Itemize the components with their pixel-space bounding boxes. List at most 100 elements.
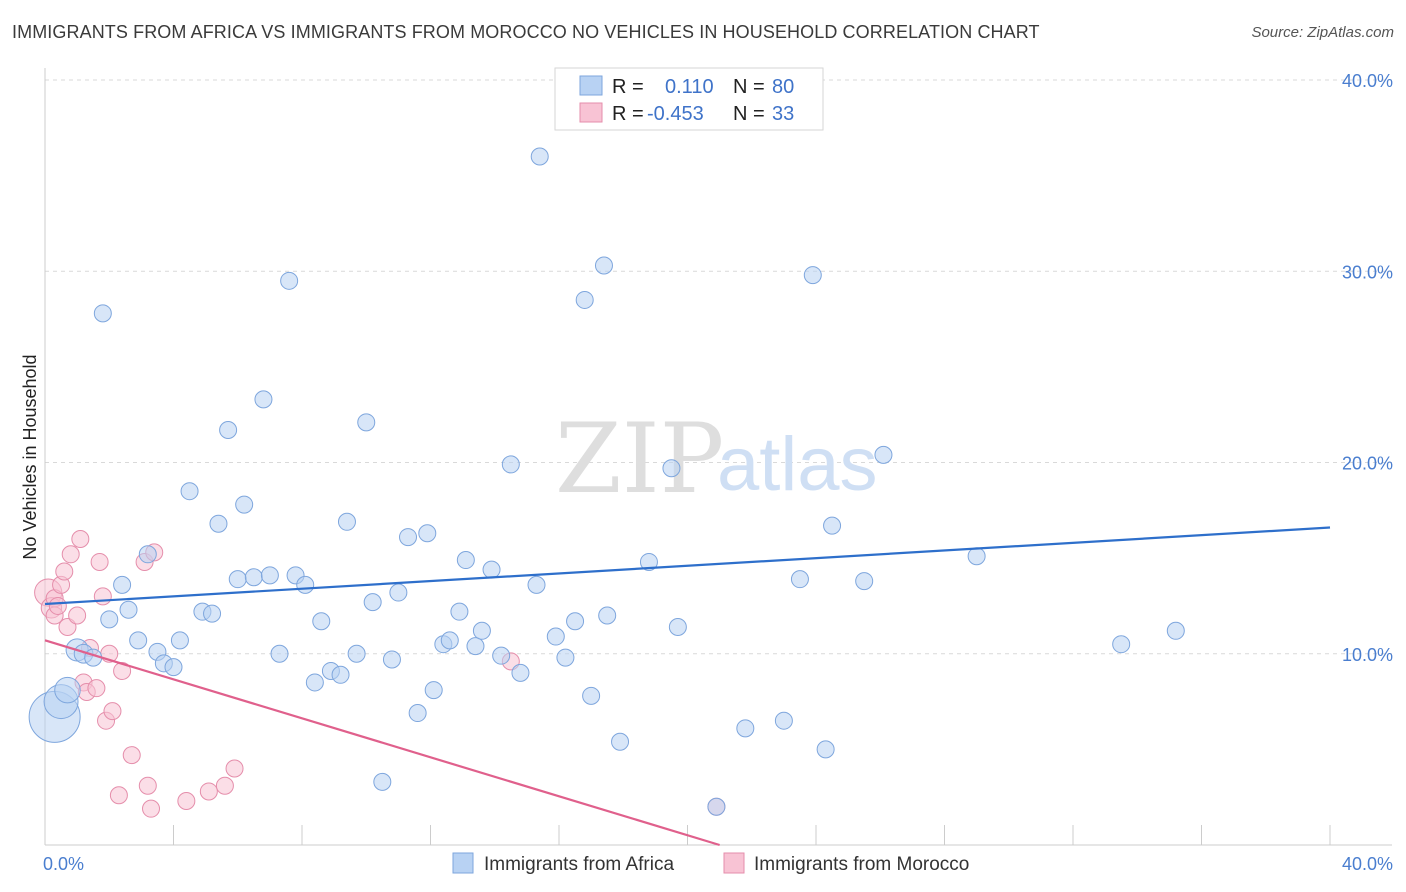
africa-point — [331, 665, 350, 684]
africa-point — [855, 572, 874, 591]
africa-point — [260, 566, 279, 585]
africa-point — [582, 686, 601, 705]
watermark-zip: ZIP — [555, 403, 724, 515]
africa-point — [1166, 621, 1185, 640]
africa-series-label: Immigrants from Africa — [484, 854, 674, 875]
morocco-trend-line — [44, 639, 720, 847]
africa-point — [424, 681, 443, 700]
tick-labels: 10.0% 20.0% 30.0% 40.0% 0.0% 40.0% — [43, 71, 1393, 874]
morocco-n-value: 33 — [772, 103, 794, 125]
africa-point — [530, 147, 549, 166]
y-tick-label: 40.0% — [1342, 71, 1393, 91]
africa-point — [482, 560, 501, 579]
africa-point — [54, 676, 81, 704]
africa-point — [180, 482, 199, 501]
africa-point — [408, 704, 427, 723]
africa-point — [113, 575, 132, 594]
africa-point — [164, 658, 183, 677]
africa-point — [639, 552, 658, 571]
morocco-r-label: R = — [612, 103, 644, 125]
africa-trend-line — [44, 526, 1331, 606]
africa-point — [450, 602, 469, 621]
africa-point — [203, 604, 222, 623]
morocco-point — [113, 661, 132, 680]
africa-point — [119, 600, 138, 619]
africa-point — [823, 516, 842, 535]
africa-series-swatch — [452, 852, 474, 874]
africa-point — [254, 390, 273, 409]
morocco-point — [87, 679, 106, 698]
morocco-point — [103, 702, 122, 721]
africa-point — [511, 663, 530, 682]
source-label: Source: ZipAtlas.com — [1251, 24, 1394, 41]
africa-point — [466, 637, 485, 656]
morocco-point — [177, 792, 196, 811]
africa-point — [219, 420, 238, 439]
grid-lines — [45, 79, 1392, 655]
africa-point — [662, 459, 681, 478]
morocco-point — [122, 746, 141, 765]
morocco-point — [225, 759, 244, 778]
morocco-point — [215, 776, 234, 795]
africa-point — [527, 575, 546, 594]
africa-point — [774, 711, 793, 730]
africa-point — [556, 648, 575, 667]
morocco-series-swatch — [723, 852, 745, 874]
morocco-point — [48, 596, 67, 615]
africa-n-value: 80 — [772, 76, 794, 98]
morocco-legend-swatch — [579, 102, 603, 123]
africa-point — [357, 413, 376, 432]
africa-point — [594, 256, 613, 275]
morocco-point — [199, 782, 218, 801]
africa-point — [546, 627, 565, 646]
africa-point — [170, 631, 189, 650]
africa-r-label: R = — [612, 76, 644, 98]
africa-point — [440, 631, 459, 650]
africa-point — [967, 547, 986, 566]
morocco-point — [138, 776, 157, 795]
morocco-point — [90, 552, 109, 571]
africa-point — [347, 644, 366, 663]
africa-point — [668, 617, 687, 636]
africa-point — [790, 570, 809, 589]
morocco-point — [58, 617, 77, 636]
africa-point — [501, 455, 520, 474]
morocco-point — [61, 545, 80, 564]
morocco-series-label: Immigrants from Morocco — [754, 854, 969, 875]
correlation-legend: R = 0.110 N = 80 R = -0.453 N = 33 — [554, 67, 824, 131]
morocco-point — [71, 530, 90, 548]
africa-point — [575, 290, 594, 309]
africa-r-value: 0.110 — [665, 76, 714, 98]
africa-legend-swatch — [579, 75, 603, 96]
y-axis-label: No Vehicles in Household — [20, 354, 40, 559]
morocco-r-value: -0.453 — [647, 103, 704, 125]
y-tick-label: 20.0% — [1342, 454, 1393, 474]
africa-point — [874, 445, 893, 464]
africa-point — [373, 772, 392, 791]
morocco-point — [93, 587, 112, 606]
africa-point — [389, 583, 408, 602]
africa-point — [312, 612, 331, 631]
africa-point — [305, 673, 324, 692]
africa-point — [270, 644, 289, 663]
africa-point — [129, 631, 148, 650]
morocco-point — [68, 606, 87, 625]
africa-point — [209, 514, 228, 533]
y-tick-label: 10.0% — [1342, 645, 1393, 665]
africa-point — [100, 610, 119, 629]
africa-point — [296, 575, 315, 594]
morocco-point — [109, 786, 128, 805]
africa-point — [456, 551, 475, 570]
africa-point — [1112, 635, 1131, 654]
africa-point — [337, 512, 356, 531]
africa-point — [707, 797, 726, 816]
africa-point — [472, 621, 491, 640]
trend-lines — [44, 526, 1331, 847]
x-tick-label-max: 40.0% — [1342, 854, 1393, 874]
morocco-point — [55, 562, 74, 581]
africa-point — [736, 719, 755, 738]
africa-point — [566, 612, 585, 631]
africa-point — [492, 646, 511, 665]
africa-point — [235, 495, 254, 514]
